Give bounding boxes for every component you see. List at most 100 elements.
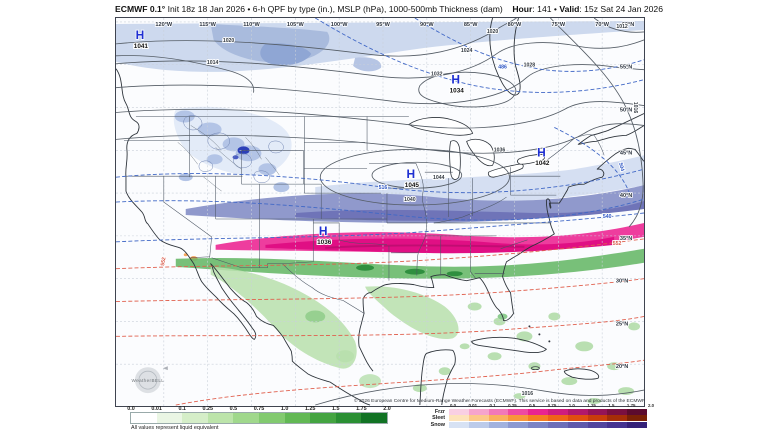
mslp-contour-label: 1012: [616, 24, 628, 30]
colorbar-segment: [547, 408, 568, 415]
colorbar-segment: [607, 415, 628, 421]
model-name: ECMWF 0.1°: [115, 4, 166, 14]
tick-label: 2.0: [383, 406, 391, 412]
high-pressure-symbol: H: [136, 28, 145, 42]
frzr-colorbar: [449, 408, 647, 415]
state-borders: [123, 116, 605, 314]
high-pressure-value: 1045: [405, 182, 420, 189]
thickness-blue-contour-label: 516: [379, 185, 388, 191]
tick-label: 1.25: [587, 403, 596, 408]
thickness-red-contour-label: 552: [613, 241, 622, 247]
colorbar-segment: [587, 421, 608, 428]
colorbar-segment: [468, 408, 489, 415]
colorbar-segment: [449, 408, 469, 415]
mslp-contour-label: 1020: [487, 29, 499, 35]
colorbar-segment: [449, 421, 469, 428]
longitude-label: 110°W: [243, 22, 260, 28]
colorbar-segment: [508, 421, 529, 428]
colorbar-segment: [528, 421, 548, 428]
tick-label: 0.75: [547, 403, 557, 408]
qpf-colorbar: [130, 412, 388, 424]
latitude-label: 35°N: [620, 236, 632, 242]
mslp-contour-label: 1040: [404, 197, 416, 203]
qpf-legend: 0.0 0.01 0.1 0.25 0.5 0.75 1.0 1.25 1.5 1.75 2.0 A…: [127, 406, 391, 431]
mslp-contour-label: 1014: [207, 60, 219, 66]
longitude-label: 105°W: [287, 22, 305, 28]
ptype-legend-ticks: 0.0 0.01 0.1 0.25 0.5 0.75 1.0 1.25 1.5 1.75 2.0: [450, 403, 655, 408]
coastlines: [116, 18, 644, 406]
tick-label: 1.5: [332, 406, 340, 412]
colorbar-segment: [488, 415, 509, 421]
high-pressure-value: 1041: [134, 43, 149, 50]
colorbar-segment: [508, 408, 529, 415]
sleet-label: Sleet: [432, 415, 445, 421]
colorbar-segment: [468, 415, 489, 421]
valid-label: Valid: [559, 4, 580, 14]
latitude-label: 20°N: [616, 364, 628, 370]
longitude-label: 95°W: [376, 22, 390, 28]
map-title: ECMWF 0.1° Init 18z 18 Jan 2026 • 6-h QP…: [115, 4, 503, 14]
ptype-legend: 0.0 0.01 0.1 0.25 0.5 0.75 1.0 1.25 1.5 1.75 2.0 F…: [405, 403, 655, 428]
colorbar-segment: [567, 408, 588, 415]
watermark: WeatherBELL: [132, 366, 168, 394]
watermark-text: WeatherBELL: [132, 378, 165, 383]
colorbar-segment: [233, 413, 259, 423]
high-pressure-symbol: H: [407, 167, 416, 181]
high-pressure-value: 1042: [535, 160, 550, 167]
colorbar-segment: [258, 413, 285, 423]
snow-row: Snow: [405, 421, 651, 428]
longitude-label: 115°W: [199, 22, 216, 28]
valid-value: : 15z Sat 24 Jan 2026: [579, 4, 663, 14]
copyright-notice: © 2026 European Centre for Medium-Range …: [353, 399, 645, 404]
latitude-label: 60°N: [622, 22, 634, 28]
tick-label: 0.5: [229, 406, 238, 412]
hour-label: Hour: [512, 4, 533, 14]
frzr-row: Frzr: [405, 408, 651, 415]
colorbar-segment: [156, 413, 183, 423]
colorbar-segment: [182, 413, 208, 423]
tick-label: 0.1: [489, 403, 496, 408]
mslp-contour-label: 1044: [433, 175, 445, 181]
colorbar-segment: [488, 408, 509, 415]
colorbar-segment: [207, 413, 234, 423]
thickness-contours: [116, 18, 644, 406]
terrain-contours: [177, 115, 284, 192]
colorbar-segment: [587, 408, 608, 415]
high-pressure-symbol: H: [451, 73, 460, 87]
tick-label: 0.0: [127, 406, 135, 412]
graticule: [116, 18, 644, 406]
longitude-label: 80°W: [508, 22, 522, 28]
hour-value: : 141 •: [532, 4, 560, 14]
mslp-contour-label: 1016: [632, 102, 638, 114]
colorbar-segment: [587, 415, 608, 421]
high-pressure-symbol: H: [537, 145, 546, 159]
tick-label: 0.5: [529, 403, 536, 408]
colorbar-segment: [361, 413, 387, 423]
tick-label: 0.01: [151, 406, 162, 412]
colorbar-segment: [528, 408, 548, 415]
tick-label: 0.25: [508, 403, 517, 408]
grid-labels: 120°W 115°W 110°W 105°W 100°W 95°W 90°W 85°W 80°…: [155, 21, 635, 371]
colorbar-segment: [335, 413, 362, 423]
thickness-blue-contour-label: 540: [603, 214, 612, 220]
colorbar-segment: [627, 421, 647, 428]
mslp-contour-label: 1016: [522, 391, 534, 397]
longitude-label: 85°W: [464, 22, 478, 28]
isobars: [116, 18, 644, 406]
weather-map: WeatherBELL 120°W 115°W 110°W 105°W 100°W 95°…: [115, 17, 645, 407]
tick-label: 2.0: [647, 403, 655, 408]
tick-label: 1.0: [280, 406, 289, 412]
snow-label: Snow: [430, 421, 445, 428]
colorbar-segment: [567, 415, 588, 421]
latitude-label: 50°N: [620, 108, 632, 114]
tick-label: 1.0: [568, 403, 575, 408]
thickness-red-contour-label: 552: [160, 257, 167, 267]
map-canvas: WeatherBELL 120°W 115°W 110°W 105°W 100°W 95°…: [116, 18, 644, 406]
colorbar-segment: [488, 421, 509, 428]
thickness-blue-contour-label: 486: [498, 65, 507, 71]
tick-label: 1.5: [608, 403, 615, 408]
colorbar-segment: [468, 421, 489, 428]
mslp-contour-label: 1036: [494, 147, 506, 153]
